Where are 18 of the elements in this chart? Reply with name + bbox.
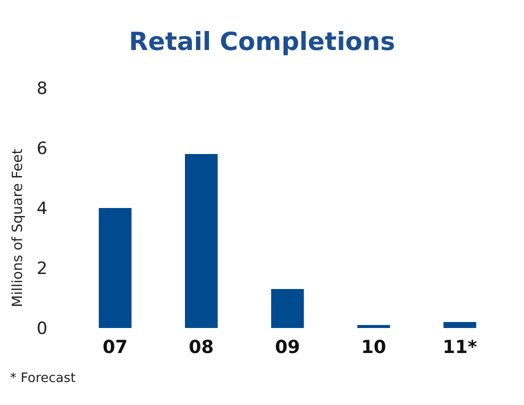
text: * Forecast [10,371,76,386]
bar [184,154,218,328]
y-tick-label: 4 [36,198,48,219]
x-tick-label: 09 [274,337,300,358]
y-tick-label: 6 [36,138,48,159]
y-axis-title: Millions of Square Feet [10,148,26,308]
chart-title: Retail Completions [128,27,396,56]
x-tick-label: 07 [102,337,128,358]
y-tick-label: 2 [36,258,48,279]
x-tick-label: 11* [442,337,478,358]
y-tick-label: 0 [36,318,48,339]
x-tick-label: 08 [188,337,214,358]
x-tick-label: 10 [361,337,386,358]
y-tick-label: 8 [36,78,48,99]
bar [98,208,132,328]
bar [357,325,390,328]
bar [271,289,304,328]
bar [443,322,476,328]
